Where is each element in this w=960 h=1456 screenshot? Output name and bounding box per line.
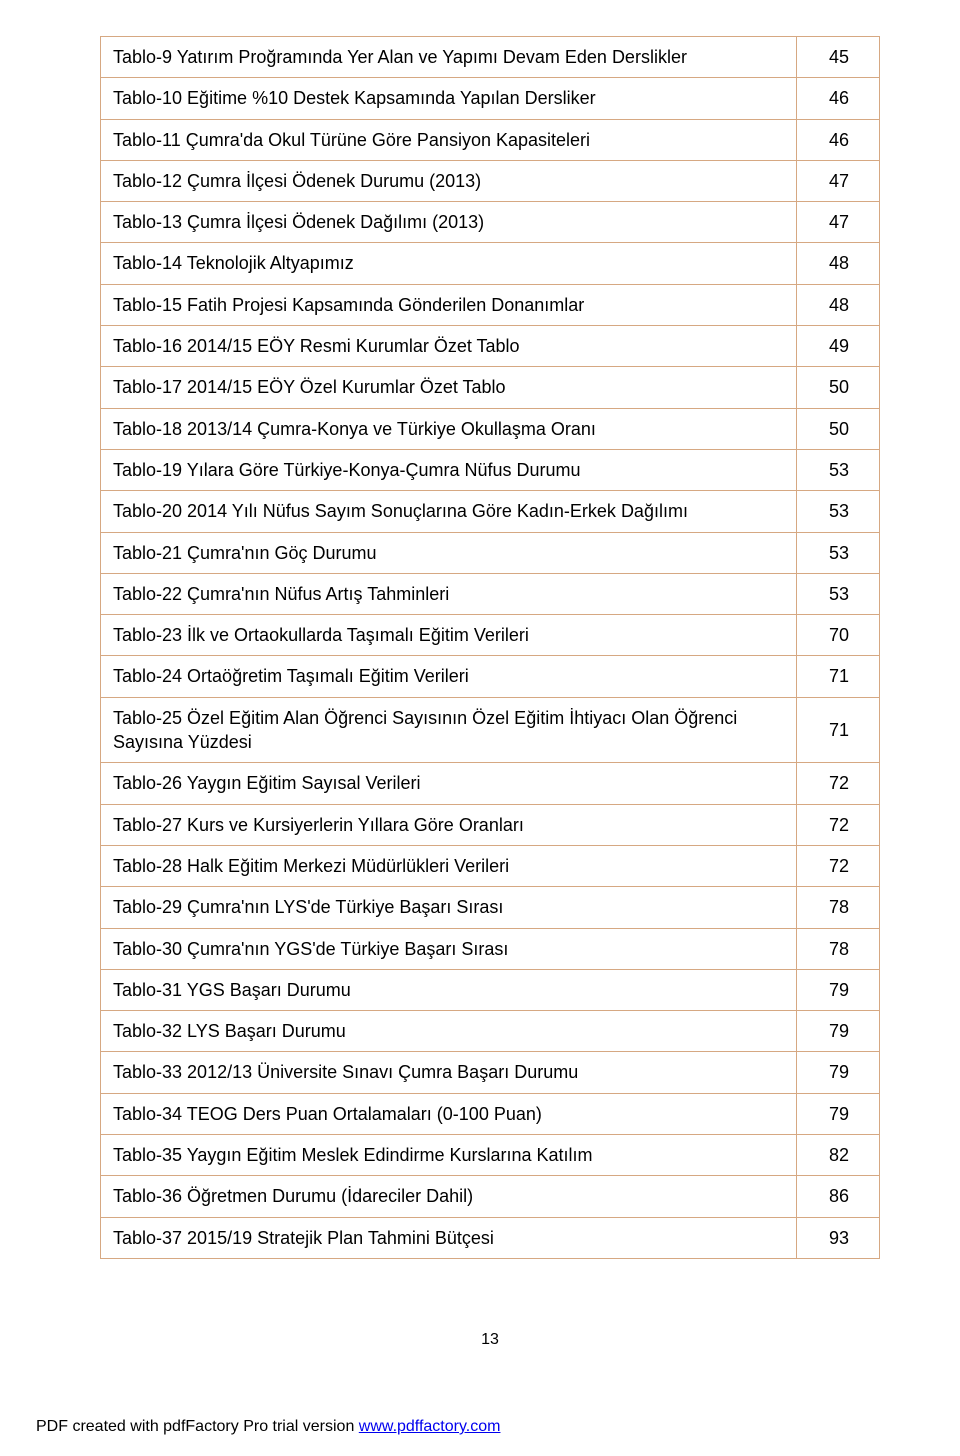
row-label: Tablo-37 2015/19 Stratejik Plan Tahmini … bbox=[101, 1217, 797, 1258]
row-label: Tablo-32 LYS Başarı Durumu bbox=[101, 1011, 797, 1052]
row-page: 47 bbox=[797, 160, 880, 201]
row-page: 79 bbox=[797, 1052, 880, 1093]
row-page: 45 bbox=[797, 37, 880, 78]
row-page: 72 bbox=[797, 804, 880, 845]
row-label: Tablo-30 Çumra'nın YGS'de Türkiye Başarı… bbox=[101, 928, 797, 969]
row-page: 50 bbox=[797, 367, 880, 408]
table-row: Tablo-19 Yılara Göre Türkiye-Konya-Çumra… bbox=[101, 449, 880, 490]
footer-link[interactable]: www.pdffactory.com bbox=[359, 1418, 501, 1435]
row-label: Tablo-19 Yılara Göre Türkiye-Konya-Çumra… bbox=[101, 449, 797, 490]
table-row: Tablo-15 Fatih Projesi Kapsamında Gönder… bbox=[101, 284, 880, 325]
row-label: Tablo-27 Kurs ve Kursiyerlerin Yıllara G… bbox=[101, 804, 797, 845]
row-label: Tablo-18 2013/14 Çumra-Konya ve Türkiye … bbox=[101, 408, 797, 449]
row-label: Tablo-31 YGS Başarı Durumu bbox=[101, 969, 797, 1010]
table-row: Tablo-25 Özel Eğitim Alan Öğrenci Sayısı… bbox=[101, 697, 880, 763]
row-page: 50 bbox=[797, 408, 880, 449]
row-page: 48 bbox=[797, 284, 880, 325]
row-label: Tablo-33 2012/13 Üniversite Sınavı Çumra… bbox=[101, 1052, 797, 1093]
row-page: 93 bbox=[797, 1217, 880, 1258]
table-row: Tablo-27 Kurs ve Kursiyerlerin Yıllara G… bbox=[101, 804, 880, 845]
row-page: 86 bbox=[797, 1176, 880, 1217]
footer: PDF created with pdfFactory Pro trial ve… bbox=[0, 1418, 500, 1436]
row-page: 72 bbox=[797, 845, 880, 886]
row-page: 46 bbox=[797, 78, 880, 119]
table-row: Tablo-20 2014 Yılı Nüfus Sayım Sonuçları… bbox=[101, 491, 880, 532]
table-row: Tablo-16 2014/15 EÖY Resmi Kurumlar Özet… bbox=[101, 326, 880, 367]
row-page: 71 bbox=[797, 656, 880, 697]
row-page: 48 bbox=[797, 243, 880, 284]
table-row: Tablo-13 Çumra İlçesi Ödenek Dağılımı (2… bbox=[101, 202, 880, 243]
table-row: Tablo-24 Ortaöğretim Taşımalı Eğitim Ver… bbox=[101, 656, 880, 697]
table-row: Tablo-29 Çumra'nın LYS'de Türkiye Başarı… bbox=[101, 887, 880, 928]
row-label: Tablo-13 Çumra İlçesi Ödenek Dağılımı (2… bbox=[101, 202, 797, 243]
table-row: Tablo-12 Çumra İlçesi Ödenek Durumu (201… bbox=[101, 160, 880, 201]
row-page: 71 bbox=[797, 697, 880, 763]
row-page: 53 bbox=[797, 573, 880, 614]
table-row: Tablo-31 YGS Başarı Durumu79 bbox=[101, 969, 880, 1010]
row-label: Tablo-20 2014 Yılı Nüfus Sayım Sonuçları… bbox=[101, 491, 797, 532]
row-page: 53 bbox=[797, 491, 880, 532]
row-label: Tablo-17 2014/15 EÖY Özel Kurumlar Özet … bbox=[101, 367, 797, 408]
row-page: 49 bbox=[797, 326, 880, 367]
table-row: Tablo-23 İlk ve Ortaokullarda Taşımalı E… bbox=[101, 615, 880, 656]
table-row: Tablo-36 Öğretmen Durumu (İdareciler Dah… bbox=[101, 1176, 880, 1217]
row-label: Tablo-15 Fatih Projesi Kapsamında Gönder… bbox=[101, 284, 797, 325]
table-row: Tablo-17 2014/15 EÖY Özel Kurumlar Özet … bbox=[101, 367, 880, 408]
row-label: Tablo-23 İlk ve Ortaokullarda Taşımalı E… bbox=[101, 615, 797, 656]
row-label: Tablo-22 Çumra'nın Nüfus Artış Tahminler… bbox=[101, 573, 797, 614]
row-label: Tablo-25 Özel Eğitim Alan Öğrenci Sayısı… bbox=[101, 697, 797, 763]
row-page: 82 bbox=[797, 1135, 880, 1176]
row-label: Tablo-10 Eğitime %10 Destek Kapsamında Y… bbox=[101, 78, 797, 119]
table-row: Tablo-34 TEOG Ders Puan Ortalamaları (0-… bbox=[101, 1093, 880, 1134]
row-label: Tablo-12 Çumra İlçesi Ödenek Durumu (201… bbox=[101, 160, 797, 201]
row-label: Tablo-34 TEOG Ders Puan Ortalamaları (0-… bbox=[101, 1093, 797, 1134]
row-page: 79 bbox=[797, 1011, 880, 1052]
row-label: Tablo-14 Teknolojik Altyapımız bbox=[101, 243, 797, 284]
row-label: Tablo-11 Çumra'da Okul Türüne Göre Pansi… bbox=[101, 119, 797, 160]
row-label: Tablo-9 Yatırım Proğramında Yer Alan ve … bbox=[101, 37, 797, 78]
table-row: Tablo-35 Yaygın Eğitim Meslek Edindirme … bbox=[101, 1135, 880, 1176]
row-label: Tablo-29 Çumra'nın LYS'de Türkiye Başarı… bbox=[101, 887, 797, 928]
table-row: Tablo-26 Yaygın Eğitim Sayısal Verileri7… bbox=[101, 763, 880, 804]
row-label: Tablo-24 Ortaöğretim Taşımalı Eğitim Ver… bbox=[101, 656, 797, 697]
row-page: 78 bbox=[797, 887, 880, 928]
table-row: Tablo-37 2015/19 Stratejik Plan Tahmini … bbox=[101, 1217, 880, 1258]
row-label: Tablo-28 Halk Eğitim Merkezi Müdürlükler… bbox=[101, 845, 797, 886]
row-label: Tablo-35 Yaygın Eğitim Meslek Edindirme … bbox=[101, 1135, 797, 1176]
row-label: Tablo-36 Öğretmen Durumu (İdareciler Dah… bbox=[101, 1176, 797, 1217]
table-row: Tablo-14 Teknolojik Altyapımız48 bbox=[101, 243, 880, 284]
row-page: 53 bbox=[797, 449, 880, 490]
row-label: Tablo-21 Çumra'nın Göç Durumu bbox=[101, 532, 797, 573]
row-page: 46 bbox=[797, 119, 880, 160]
row-page: 78 bbox=[797, 928, 880, 969]
table-row: Tablo-18 2013/14 Çumra-Konya ve Türkiye … bbox=[101, 408, 880, 449]
row-page: 72 bbox=[797, 763, 880, 804]
document-page: Tablo-9 Yatırım Proğramında Yer Alan ve … bbox=[0, 0, 960, 1456]
row-page: 47 bbox=[797, 202, 880, 243]
table-row: Tablo-10 Eğitime %10 Destek Kapsamında Y… bbox=[101, 78, 880, 119]
table-of-contents: Tablo-9 Yatırım Proğramında Yer Alan ve … bbox=[100, 36, 880, 1259]
row-page: 70 bbox=[797, 615, 880, 656]
row-page: 79 bbox=[797, 1093, 880, 1134]
table-row: Tablo-21 Çumra'nın Göç Durumu53 bbox=[101, 532, 880, 573]
table-row: Tablo-32 LYS Başarı Durumu79 bbox=[101, 1011, 880, 1052]
table-row: Tablo-28 Halk Eğitim Merkezi Müdürlükler… bbox=[101, 845, 880, 886]
row-page: 79 bbox=[797, 969, 880, 1010]
row-page: 53 bbox=[797, 532, 880, 573]
table-row: Tablo-22 Çumra'nın Nüfus Artış Tahminler… bbox=[101, 573, 880, 614]
footer-text: PDF created with pdfFactory Pro trial ve… bbox=[36, 1418, 359, 1435]
table-row: Tablo-30 Çumra'nın YGS'de Türkiye Başarı… bbox=[101, 928, 880, 969]
table-row: Tablo-11 Çumra'da Okul Türüne Göre Pansi… bbox=[101, 119, 880, 160]
page-number: 13 bbox=[100, 1331, 880, 1349]
row-label: Tablo-16 2014/15 EÖY Resmi Kurumlar Özet… bbox=[101, 326, 797, 367]
table-row: Tablo-9 Yatırım Proğramında Yer Alan ve … bbox=[101, 37, 880, 78]
table-row: Tablo-33 2012/13 Üniversite Sınavı Çumra… bbox=[101, 1052, 880, 1093]
row-label: Tablo-26 Yaygın Eğitim Sayısal Verileri bbox=[101, 763, 797, 804]
